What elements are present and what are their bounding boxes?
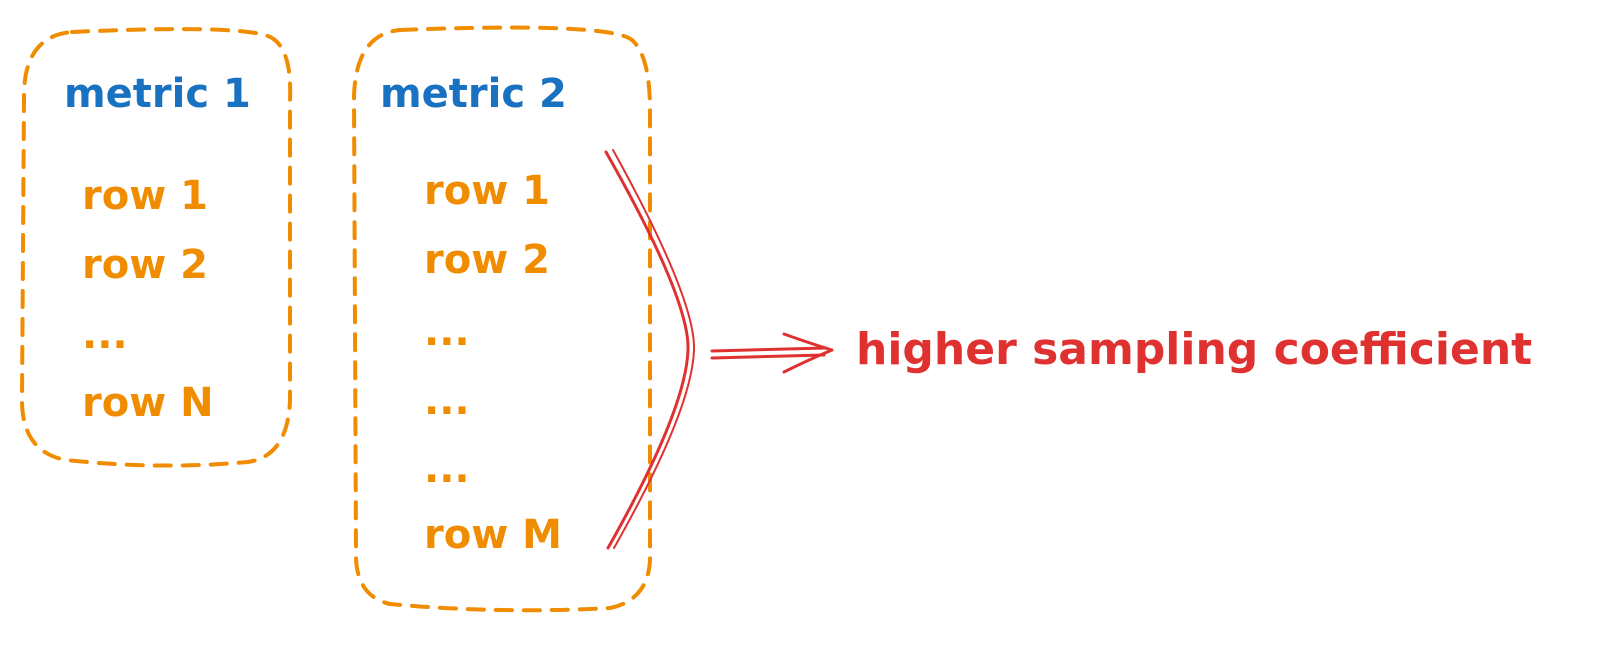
metric-2-row: row 1	[424, 168, 550, 214]
metric-2-row: row 2	[424, 237, 550, 283]
metric-1-row: ...	[82, 312, 128, 358]
metric-2-row: ...	[424, 378, 470, 424]
metric-group-2: metric 2 row 1 row 2 ... ... ... row M	[351, 25, 652, 613]
metric-2-row: row M	[424, 512, 562, 558]
curly-brace-icon	[604, 149, 696, 550]
annotation-text: higher sampling coefficient	[856, 324, 1532, 375]
metric-1-box	[19, 27, 293, 468]
metric-1-row: row N	[82, 380, 214, 426]
metric-2-box	[351, 25, 652, 613]
metric-1-row: row 2	[82, 242, 208, 288]
double-arrow-right-icon	[710, 332, 834, 374]
metric-1-title: metric 1	[64, 71, 251, 117]
metric-2-title: metric 2	[380, 71, 567, 117]
metric-2-row: ...	[424, 446, 470, 492]
metric-1-row: row 1	[82, 173, 208, 219]
metric-group-1: metric 1 row 1 row 2 ... row N	[19, 27, 293, 468]
metric-2-row: ...	[424, 309, 470, 355]
